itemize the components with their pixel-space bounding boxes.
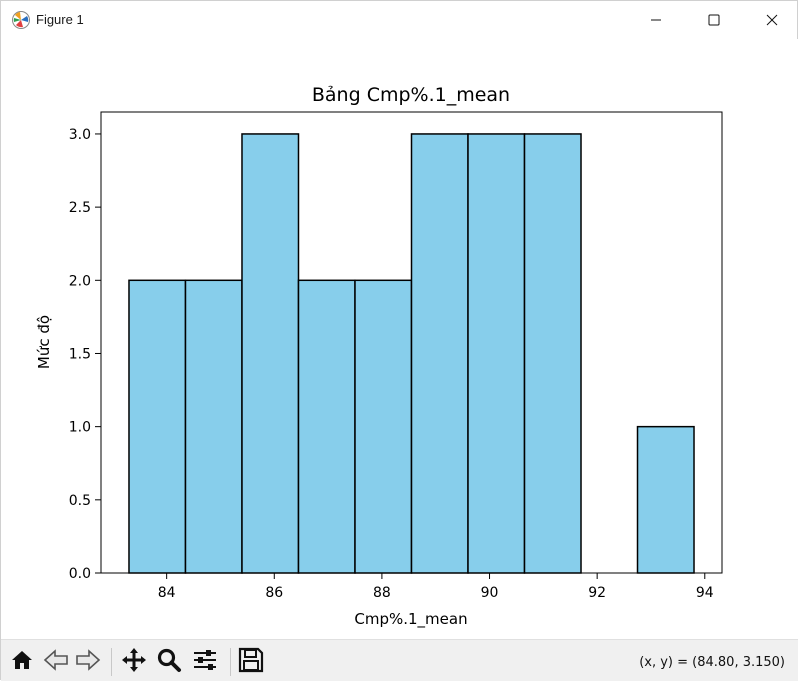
close-icon xyxy=(766,14,778,26)
toolbar-separator xyxy=(230,648,231,676)
back-button[interactable] xyxy=(43,649,69,675)
maximize-button[interactable] xyxy=(685,1,743,39)
x-tick-label: 92 xyxy=(588,585,606,601)
maximize-icon xyxy=(708,14,720,26)
chart-title: Bảng Cmp%.1_mean xyxy=(312,84,510,106)
configure-subplots-button[interactable] xyxy=(192,649,218,675)
figure-canvas[interactable]: Bảng Cmp%.1_mean 84 86 88 90 92 94 0.0 0.5 1.0 1… xyxy=(1,39,798,639)
y-tick-label: 0.0 xyxy=(69,566,91,582)
x-tick-label: 88 xyxy=(373,585,391,601)
histogram-bar xyxy=(128,279,187,574)
close-button[interactable] xyxy=(743,1,798,39)
y-tick-label: 2.5 xyxy=(69,200,91,216)
y-tick-label: 3.0 xyxy=(69,127,91,143)
histogram-bar xyxy=(354,279,413,574)
save-button[interactable] xyxy=(238,647,264,677)
matplotlib-icon xyxy=(11,10,31,30)
histogram-chart: Bảng Cmp%.1_mean 84 86 88 90 92 94 0.0 0.5 1.0 1… xyxy=(35,84,723,629)
forward-icon xyxy=(75,648,101,676)
y-tick-label: 2.0 xyxy=(69,273,91,289)
navigation-toolbar: (x, y) = (84.80, 3.150) xyxy=(1,639,798,681)
x-tick-label: 90 xyxy=(481,585,499,601)
zoom-button[interactable] xyxy=(156,647,182,677)
home-icon xyxy=(10,648,34,676)
minimize-button[interactable] xyxy=(627,1,685,39)
forward-button[interactable] xyxy=(75,649,101,675)
back-icon xyxy=(43,648,69,676)
title-bar[interactable]: Figure 1 xyxy=(1,1,797,39)
histogram-bar xyxy=(523,133,582,574)
y-tick-label: 0.5 xyxy=(69,493,91,509)
zoom-icon xyxy=(156,647,182,677)
x-tick-label: 94 xyxy=(696,585,714,601)
configure-subplots-icon xyxy=(192,647,218,677)
pan-icon xyxy=(121,647,147,677)
histogram-bar xyxy=(467,133,526,574)
y-tick-label: 1.0 xyxy=(69,420,91,436)
pan-button[interactable] xyxy=(121,647,147,677)
x-tick-label: 84 xyxy=(158,585,176,601)
x-axis-label: Cmp%.1_mean xyxy=(354,610,467,629)
minimize-icon xyxy=(650,14,662,26)
x-tick-label: 86 xyxy=(265,585,283,601)
histogram-bar xyxy=(410,133,469,574)
home-button[interactable] xyxy=(9,649,35,675)
toolbar-separator xyxy=(111,648,112,676)
window-title: Figure 1 xyxy=(36,12,84,27)
save-icon xyxy=(238,647,264,677)
y-axis-label: Mức độ xyxy=(35,315,53,369)
y-tick-label: 1.5 xyxy=(69,346,91,362)
axes-frame xyxy=(100,111,723,574)
cursor-coordinates: (x, y) = (84.80, 3.150) xyxy=(639,655,785,670)
histogram-bar xyxy=(297,279,356,574)
histogram-bar xyxy=(184,279,243,574)
histogram-bar xyxy=(636,425,695,574)
histogram-bar xyxy=(241,133,300,574)
